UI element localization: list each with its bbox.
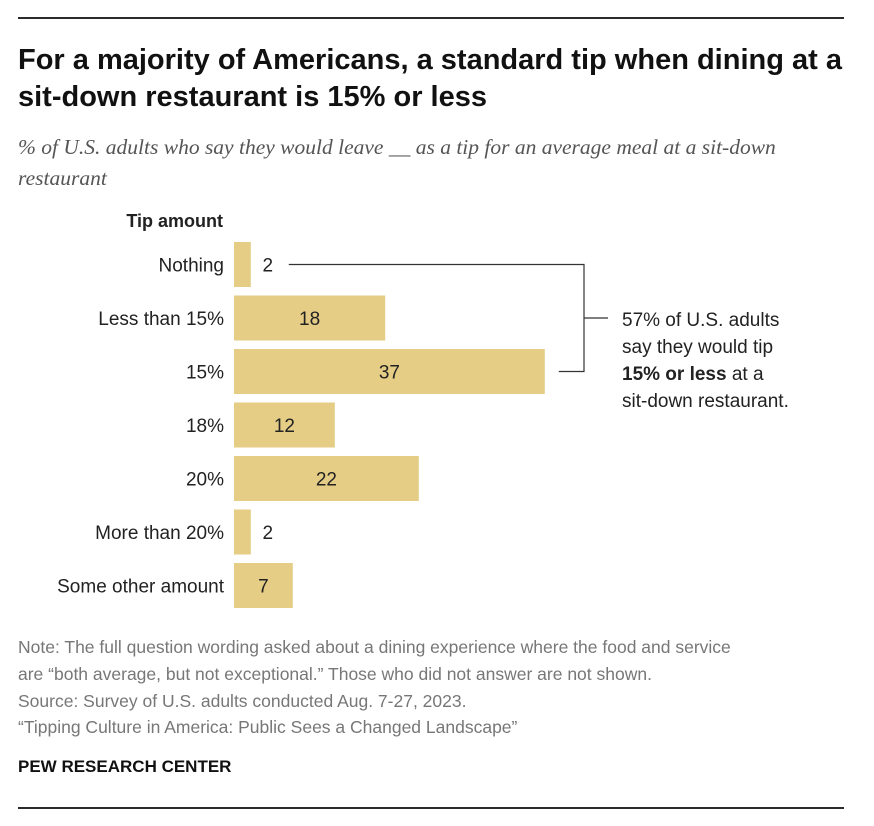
bars-layer: Nothing 2 Less than 15% 18 15% 37 18% 12 20% 22 Mo… — [57, 242, 545, 608]
bar — [234, 295, 386, 341]
bar — [234, 509, 251, 555]
category-label: Nothing — [159, 256, 225, 277]
bar — [234, 563, 293, 608]
bar-value-label: 7 — [258, 577, 269, 598]
category-axis-header: Tip amount — [126, 211, 223, 231]
category-label: 18% — [186, 416, 224, 437]
brand-logo-text: PEW RESEARCH CENTER — [18, 757, 232, 776]
note-line-2: are “both average, but not exceptional.”… — [18, 664, 652, 684]
category-label: More than 20% — [95, 523, 224, 544]
report-title: “Tipping Culture in America: Public Sees… — [18, 717, 518, 737]
bar-value-label: 22 — [316, 470, 337, 491]
chart-subtitle: % of U.S. adults who say they would leav… — [18, 135, 776, 190]
chart-title: For a majority of Americans, a standard … — [18, 44, 842, 113]
bar-value-label: 2 — [263, 256, 274, 277]
annotation-line-2: say they would tip — [622, 337, 773, 358]
category-label: Some other amount — [57, 577, 225, 598]
note-line-1: Note: The full question wording asked ab… — [18, 637, 731, 657]
top-rule — [18, 17, 844, 19]
annotation-bold-text: 15% or less — [622, 364, 727, 385]
annotation-line-1: 57% of U.S. adults — [622, 310, 779, 331]
bar-value-label: 12 — [274, 416, 295, 437]
bar-value-label: 2 — [263, 523, 274, 544]
annotation-text: 57% of U.S. adults say they would tip 15… — [622, 310, 789, 412]
bar — [234, 242, 251, 287]
bar-chart: Tip amount Nothing 2 Less than 15% 18 15% 37 1… — [57, 211, 789, 608]
annotation-bracket — [288, 263, 608, 373]
category-label: Less than 15% — [98, 309, 224, 330]
annotation-line-3-rest: at a — [727, 364, 764, 385]
bar — [234, 349, 545, 394]
bar-value-label: 37 — [379, 363, 400, 384]
annotation-line-4: sit-down restaurant. — [622, 391, 789, 412]
category-label: 15% — [186, 363, 224, 384]
bar — [234, 456, 419, 501]
bar-value-label: 18 — [299, 309, 320, 330]
bar — [234, 402, 335, 448]
source-line: Source: Survey of U.S. adults conducted … — [18, 691, 467, 711]
category-label: 20% — [186, 470, 224, 491]
bottom-rule — [18, 807, 844, 809]
